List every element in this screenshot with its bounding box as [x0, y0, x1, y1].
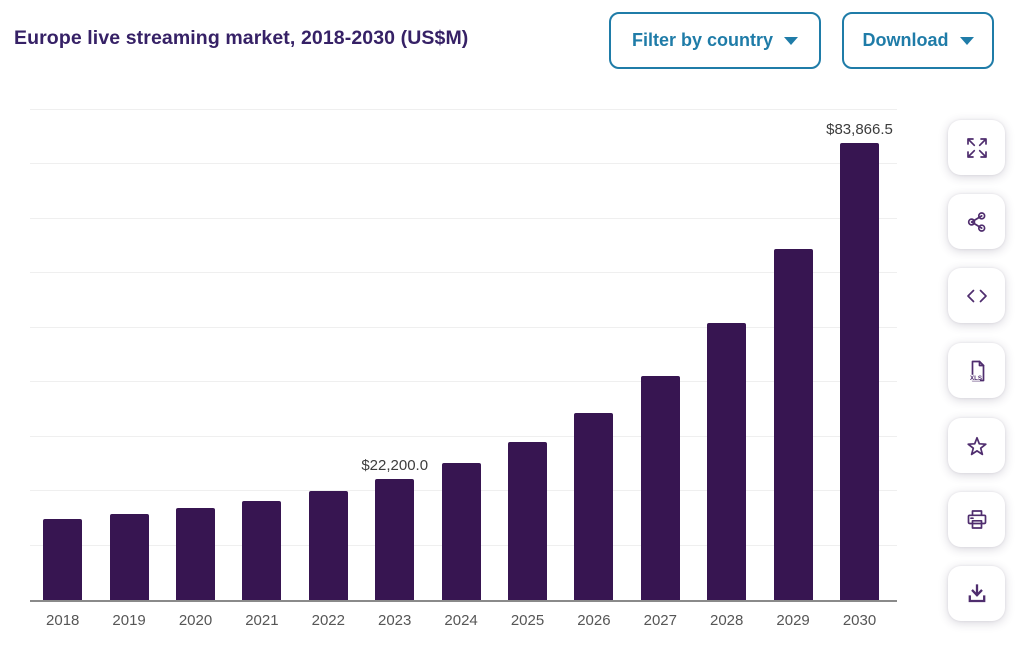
bar-2028[interactable]: [707, 323, 747, 600]
x-tick-label-2018: 2018: [46, 612, 80, 629]
x-axis-labels: 2018 2019 2020 2021 2022 2023 2024 2025 2026 2027…: [30, 612, 897, 634]
code-icon: [966, 289, 987, 302]
chart-title: Europe live streaming market, 2018-2030 …: [14, 27, 469, 49]
download-image-button[interactable]: [948, 566, 1005, 621]
bar-2024[interactable]: [441, 463, 481, 600]
bar-2023[interactable]: [375, 479, 415, 600]
share-nodes-icon: [967, 211, 985, 232]
x-tick-label-2022: 2022: [311, 612, 345, 629]
gridline: [30, 435, 897, 437]
download-button[interactable]: Download: [842, 12, 994, 69]
bar-2019[interactable]: [109, 514, 149, 600]
gridline: [30, 163, 897, 164]
bar-2026[interactable]: [574, 413, 614, 600]
xls-file-icon: XLS: [969, 360, 984, 381]
gridline: [30, 326, 897, 328]
share-button[interactable]: [948, 194, 1005, 249]
gridline: [30, 272, 897, 273]
x-tick-label-2030: 2030: [842, 612, 877, 629]
x-tick-label-2023: 2023: [378, 612, 412, 629]
bar-2030[interactable]: [840, 142, 879, 600]
bar-2027[interactable]: [640, 375, 680, 600]
x-tick-label-2025: 2025: [510, 612, 545, 629]
bar-2020[interactable]: [176, 508, 215, 600]
bar-value-label-2023: $22,200.0: [361, 457, 429, 475]
gridline: [30, 381, 897, 382]
download-tray-icon: [968, 583, 985, 602]
expand-arrows-icon: [966, 137, 987, 158]
bar-2029[interactable]: [773, 249, 813, 600]
x-tick-label-2027: 2027: [643, 612, 677, 629]
download-label: Download: [862, 30, 949, 50]
x-tick-label-2024: 2024: [444, 612, 478, 629]
favorite-button[interactable]: [948, 418, 1005, 473]
x-tick-label-2028: 2028: [710, 612, 744, 629]
x-tick-label-2019: 2019: [112, 612, 146, 629]
x-tick-label-2026: 2026: [577, 612, 611, 629]
x-tick-label-2020: 2020: [178, 612, 213, 629]
gridline: [30, 217, 897, 219]
star-icon: [966, 436, 987, 455]
bar-2021[interactable]: [242, 500, 282, 600]
printer-icon: [967, 509, 986, 529]
bar-value-label-2030: $83,866.5: [826, 120, 893, 138]
filter-by-country-button[interactable]: Filter by country: [609, 12, 821, 69]
fullscreen-button[interactable]: [948, 120, 1005, 175]
svg-text:XLS: XLS: [970, 374, 982, 381]
x-tick-label-2029: 2029: [776, 612, 810, 629]
download-xls-button[interactable]: XLS: [948, 343, 1005, 398]
gridline: [30, 108, 897, 110]
bar-2018[interactable]: [43, 519, 83, 600]
chevron-down-icon: [784, 36, 799, 45]
embed-code-button[interactable]: [948, 268, 1005, 323]
bar-chart-plot-area: $22,200.0 $83,866.5: [30, 97, 897, 602]
x-tick-label-2021: 2021: [245, 612, 279, 629]
print-button[interactable]: [948, 492, 1005, 547]
chevron-down-icon: [959, 36, 974, 45]
bar-2025[interactable]: [508, 441, 547, 600]
bar-2022[interactable]: [308, 490, 348, 600]
filter-by-country-label: Filter by country: [631, 30, 774, 50]
